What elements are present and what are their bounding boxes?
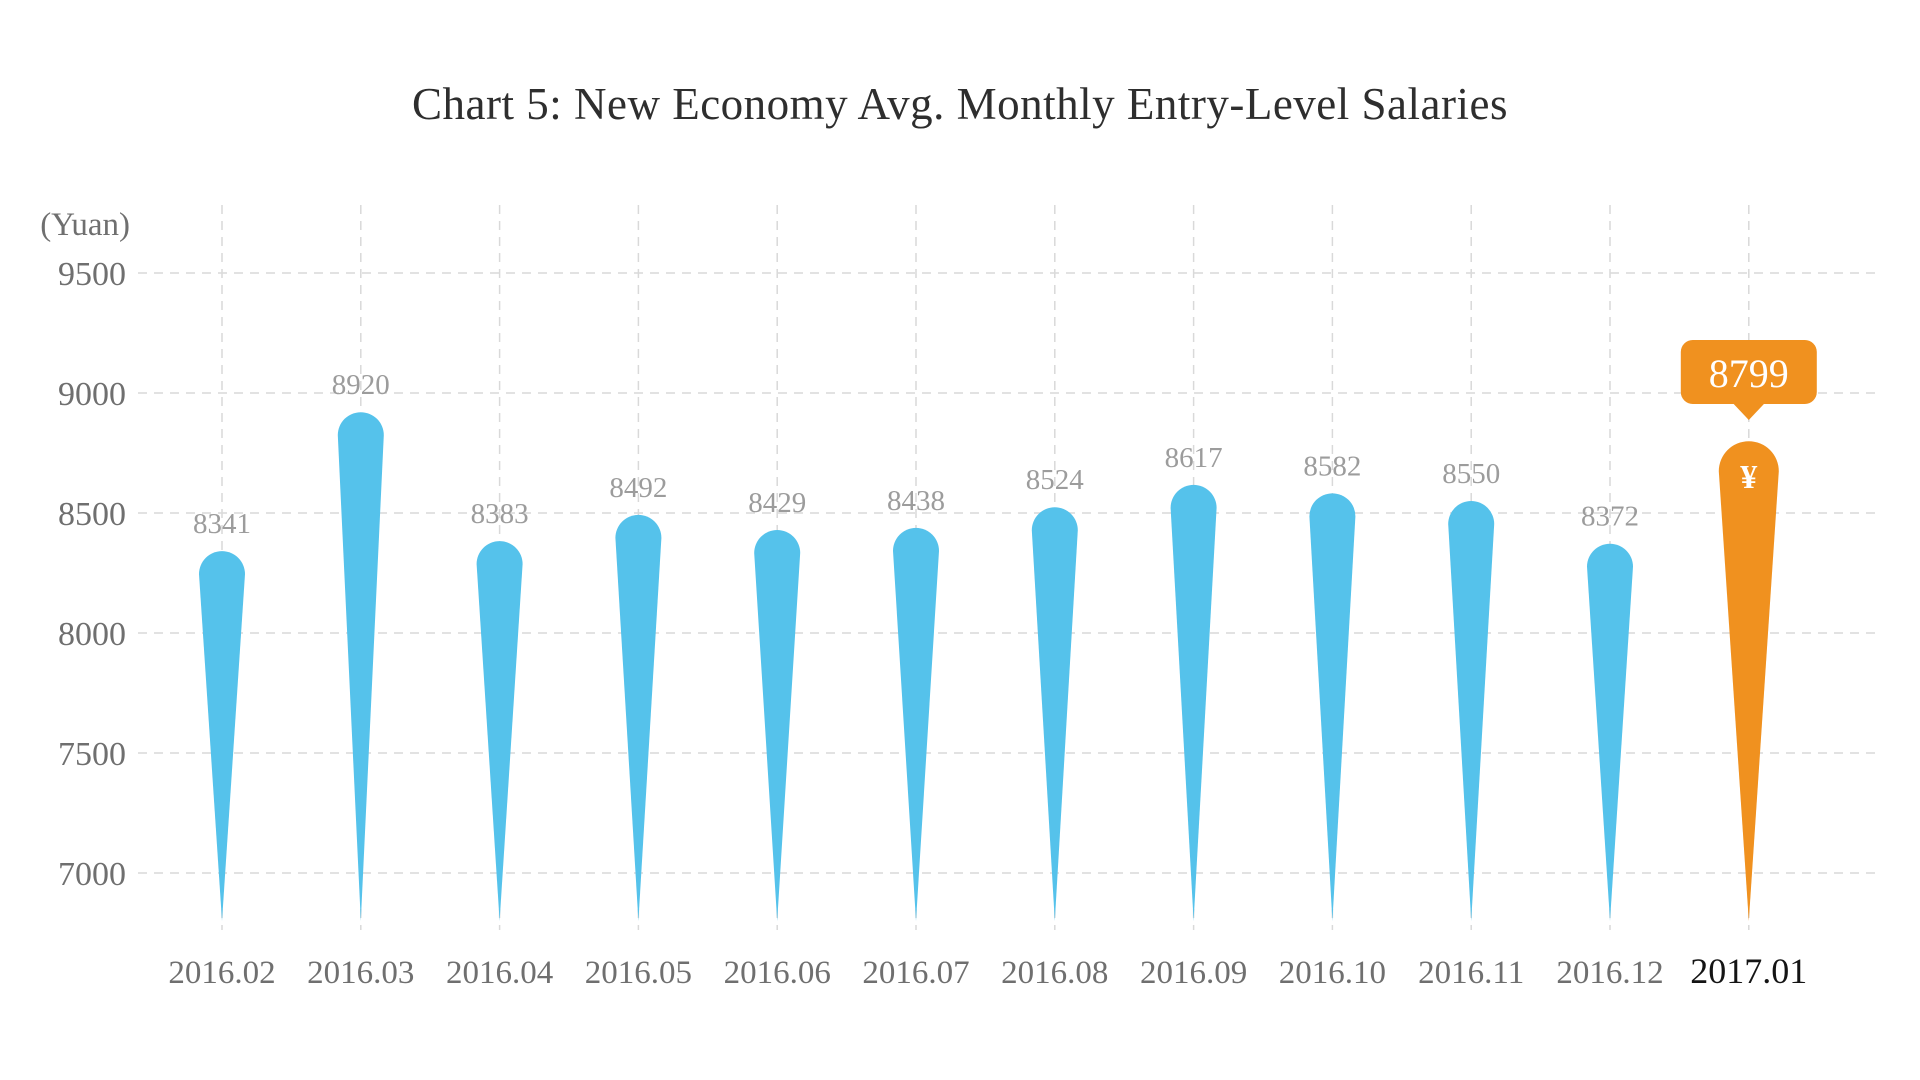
bar-data-label: 8341 [193,508,251,540]
bar-data-label: 8524 [1026,464,1085,496]
y-tick-label: 8500 [58,496,126,533]
bar [615,514,662,921]
y-tick-label: 7500 [58,736,126,773]
callout-pointer [1731,402,1766,420]
x-tick-label: 2016.12 [1556,955,1663,991]
bar [1170,484,1217,921]
bar-data-label: 8438 [887,485,945,517]
x-tick-label: 2016.03 [307,955,414,991]
bar-data-label: 8383 [471,498,529,530]
y-axis-unit-label: (Yuan) [40,207,130,243]
y-tick-label: 7000 [58,856,126,893]
bar [754,530,801,921]
x-tick-label: 2016.06 [724,955,831,991]
bar [1448,501,1495,921]
bar-highlight [1718,441,1779,921]
bar-data-label: 8920 [332,369,390,401]
callout-bubble [1680,340,1817,420]
bar [337,412,384,921]
bar-data-label: 8582 [1303,450,1361,482]
bar [1587,543,1633,921]
x-tick-label: 2016.04 [446,955,553,991]
bar [1031,507,1078,921]
bar-data-label: 8429 [748,487,806,519]
x-tick-label: 2016.02 [168,955,275,991]
x-tick-label: 2016.11 [1418,955,1524,991]
bar-data-label: 8372 [1581,501,1639,533]
bar [1309,493,1356,921]
bar-data-label: 8550 [1442,458,1500,490]
chart-title: Chart 5: New Economy Avg. Monthly Entry-… [412,79,1508,129]
y-tick-label: 8000 [58,616,126,653]
bar-data-label: 8492 [609,472,667,504]
y-tick-label: 9000 [58,376,126,413]
x-tick-label: 2016.08 [1001,955,1108,991]
x-tick-label: 2016.09 [1140,955,1247,991]
x-tick-label: 2016.10 [1279,955,1386,991]
x-tick-label: 2016.07 [862,955,969,991]
x-tick-label-highlight: 2017.01 [1690,951,1807,991]
bar [893,527,939,921]
x-tick-label: 2016.05 [585,955,692,991]
callout-value-label: 8799 [1709,351,1789,396]
callout-rect [1680,340,1817,404]
bar [199,551,245,921]
y-tick-label: 9500 [58,256,126,293]
bar [476,541,523,921]
bar-data-label: 8617 [1165,442,1223,474]
yen-symbol-icon: ¥ [1740,459,1757,496]
